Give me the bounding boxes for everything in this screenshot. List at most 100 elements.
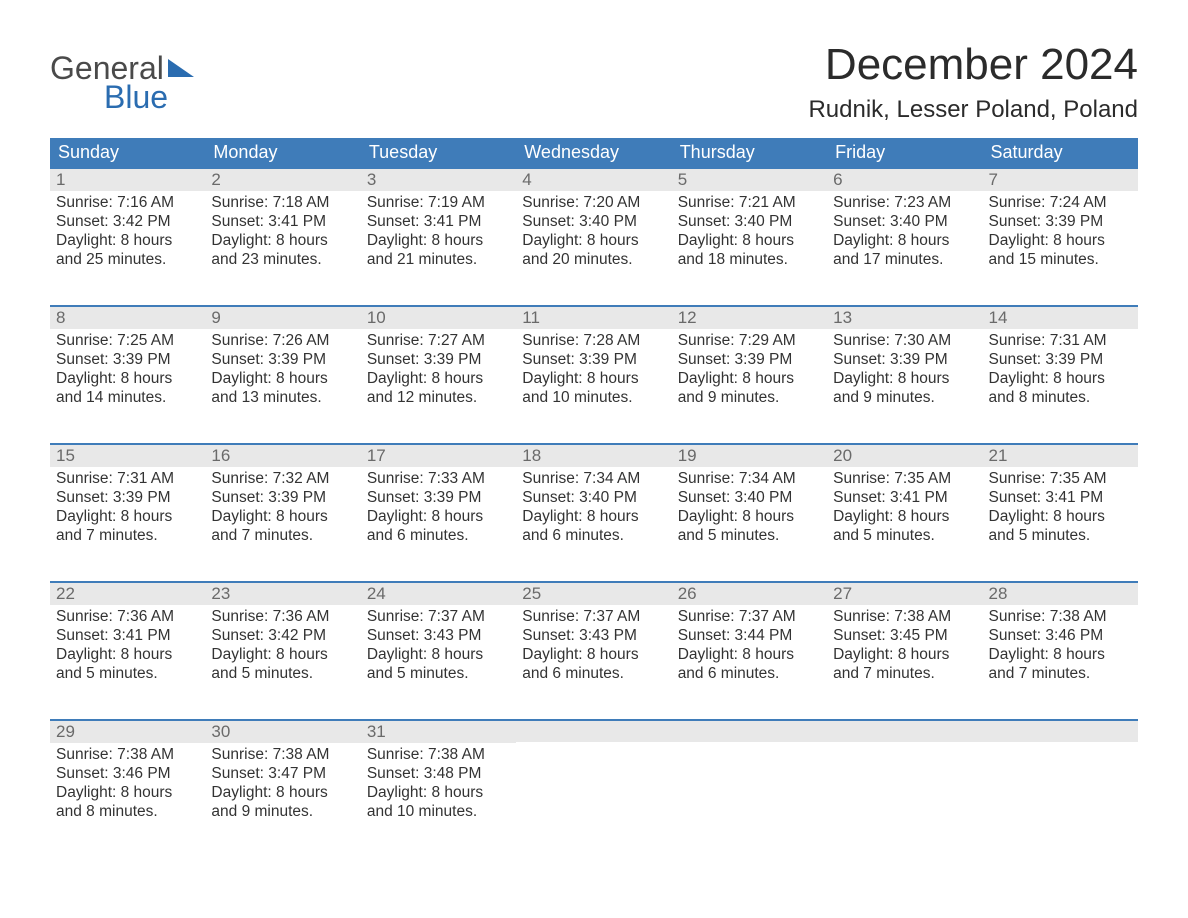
- sunset-line: Sunset: 3:40 PM: [678, 489, 821, 508]
- day-details: Sunrise: 7:35 AMSunset: 3:41 PMDaylight:…: [983, 467, 1138, 546]
- sunset-line: Sunset: 3:40 PM: [522, 489, 665, 508]
- daylight-line: Daylight: 8 hoursand 7 minutes.: [211, 508, 354, 546]
- weekday-header: Friday: [827, 138, 982, 167]
- day-details: Sunrise: 7:33 AMSunset: 3:39 PMDaylight:…: [361, 467, 516, 546]
- day-details: Sunrise: 7:18 AMSunset: 3:41 PMDaylight:…: [205, 191, 360, 270]
- day-number: 28: [983, 581, 1138, 605]
- calendar-cell: 31Sunrise: 7:38 AMSunset: 3:48 PMDayligh…: [361, 719, 516, 857]
- day-number: 23: [205, 581, 360, 605]
- day-details: Sunrise: 7:16 AMSunset: 3:42 PMDaylight:…: [50, 191, 205, 270]
- day-number: 7: [983, 167, 1138, 191]
- daylight-line: Daylight: 8 hoursand 5 minutes.: [989, 508, 1132, 546]
- sunrise-line: Sunrise: 7:36 AM: [211, 608, 354, 627]
- calendar-week-row: 29Sunrise: 7:38 AMSunset: 3:46 PMDayligh…: [50, 719, 1138, 857]
- sunset-line: Sunset: 3:39 PM: [367, 351, 510, 370]
- day-number: 31: [361, 719, 516, 743]
- logo-triangle-icon: [168, 59, 194, 77]
- sunset-line: Sunset: 3:39 PM: [833, 351, 976, 370]
- sunset-line: Sunset: 3:39 PM: [211, 489, 354, 508]
- sunrise-line: Sunrise: 7:23 AM: [833, 194, 976, 213]
- calendar-cell: 5Sunrise: 7:21 AMSunset: 3:40 PMDaylight…: [672, 167, 827, 305]
- daylight-line: Daylight: 8 hoursand 10 minutes.: [367, 784, 510, 822]
- day-number: 13: [827, 305, 982, 329]
- sunset-line: Sunset: 3:39 PM: [56, 351, 199, 370]
- day-details: Sunrise: 7:38 AMSunset: 3:48 PMDaylight:…: [361, 743, 516, 822]
- calendar-cell: 9Sunrise: 7:26 AMSunset: 3:39 PMDaylight…: [205, 305, 360, 443]
- sunrise-line: Sunrise: 7:30 AM: [833, 332, 976, 351]
- day-details: Sunrise: 7:34 AMSunset: 3:40 PMDaylight:…: [516, 467, 671, 546]
- calendar-cell: [516, 719, 671, 857]
- daylight-line: Daylight: 8 hoursand 15 minutes.: [989, 232, 1132, 270]
- calendar-cell: 26Sunrise: 7:37 AMSunset: 3:44 PMDayligh…: [672, 581, 827, 719]
- calendar-cell: 6Sunrise: 7:23 AMSunset: 3:40 PMDaylight…: [827, 167, 982, 305]
- calendar-cell: 2Sunrise: 7:18 AMSunset: 3:41 PMDaylight…: [205, 167, 360, 305]
- calendar-body: 1Sunrise: 7:16 AMSunset: 3:42 PMDaylight…: [50, 167, 1138, 857]
- sunrise-line: Sunrise: 7:28 AM: [522, 332, 665, 351]
- day-number: 15: [50, 443, 205, 467]
- day-details: Sunrise: 7:21 AMSunset: 3:40 PMDaylight:…: [672, 191, 827, 270]
- calendar-cell: 7Sunrise: 7:24 AMSunset: 3:39 PMDaylight…: [983, 167, 1138, 305]
- sunrise-line: Sunrise: 7:38 AM: [833, 608, 976, 627]
- day-details: Sunrise: 7:38 AMSunset: 3:46 PMDaylight:…: [983, 605, 1138, 684]
- calendar-cell: 24Sunrise: 7:37 AMSunset: 3:43 PMDayligh…: [361, 581, 516, 719]
- sunset-line: Sunset: 3:39 PM: [367, 489, 510, 508]
- calendar-cell: 4Sunrise: 7:20 AMSunset: 3:40 PMDaylight…: [516, 167, 671, 305]
- sunset-line: Sunset: 3:39 PM: [989, 213, 1132, 232]
- calendar-cell: [672, 719, 827, 857]
- calendar-cell: 13Sunrise: 7:30 AMSunset: 3:39 PMDayligh…: [827, 305, 982, 443]
- day-number: 8: [50, 305, 205, 329]
- calendar-cell: 28Sunrise: 7:38 AMSunset: 3:46 PMDayligh…: [983, 581, 1138, 719]
- day-details: Sunrise: 7:37 AMSunset: 3:43 PMDaylight:…: [516, 605, 671, 684]
- day-number: 20: [827, 443, 982, 467]
- calendar-cell: 25Sunrise: 7:37 AMSunset: 3:43 PMDayligh…: [516, 581, 671, 719]
- sunset-line: Sunset: 3:41 PM: [56, 627, 199, 646]
- daylight-line: Daylight: 8 hoursand 8 minutes.: [56, 784, 199, 822]
- sunrise-line: Sunrise: 7:37 AM: [522, 608, 665, 627]
- day-details: Sunrise: 7:35 AMSunset: 3:41 PMDaylight:…: [827, 467, 982, 546]
- weekday-header: Thursday: [672, 138, 827, 167]
- day-number: 9: [205, 305, 360, 329]
- weekday-header: Monday: [205, 138, 360, 167]
- day-details: Sunrise: 7:19 AMSunset: 3:41 PMDaylight:…: [361, 191, 516, 270]
- calendar-page: General Blue December 2024 Rudnik, Lesse…: [0, 0, 1188, 918]
- daylight-line: Daylight: 8 hoursand 23 minutes.: [211, 232, 354, 270]
- day-number: 27: [827, 581, 982, 605]
- daylight-line: Daylight: 8 hoursand 7 minutes.: [833, 646, 976, 684]
- sunset-line: Sunset: 3:40 PM: [833, 213, 976, 232]
- calendar-table: SundayMondayTuesdayWednesdayThursdayFrid…: [50, 138, 1138, 857]
- sunrise-line: Sunrise: 7:35 AM: [989, 470, 1132, 489]
- daylight-line: Daylight: 8 hoursand 21 minutes.: [367, 232, 510, 270]
- daylight-line: Daylight: 8 hoursand 13 minutes.: [211, 370, 354, 408]
- sunset-line: Sunset: 3:39 PM: [56, 489, 199, 508]
- day-details: Sunrise: 7:20 AMSunset: 3:40 PMDaylight:…: [516, 191, 671, 270]
- daylight-line: Daylight: 8 hoursand 6 minutes.: [678, 646, 821, 684]
- daylight-line: Daylight: 8 hoursand 7 minutes.: [56, 508, 199, 546]
- calendar-cell: 1Sunrise: 7:16 AMSunset: 3:42 PMDaylight…: [50, 167, 205, 305]
- daylight-line: Daylight: 8 hoursand 10 minutes.: [522, 370, 665, 408]
- sunset-line: Sunset: 3:42 PM: [56, 213, 199, 232]
- calendar-week-row: 1Sunrise: 7:16 AMSunset: 3:42 PMDaylight…: [50, 167, 1138, 305]
- empty-day-header: [827, 719, 982, 742]
- sunrise-line: Sunrise: 7:34 AM: [522, 470, 665, 489]
- day-details: Sunrise: 7:29 AMSunset: 3:39 PMDaylight:…: [672, 329, 827, 408]
- daylight-line: Daylight: 8 hoursand 9 minutes.: [211, 784, 354, 822]
- calendar-cell: [827, 719, 982, 857]
- daylight-line: Daylight: 8 hoursand 6 minutes.: [367, 508, 510, 546]
- sunrise-line: Sunrise: 7:25 AM: [56, 332, 199, 351]
- calendar-cell: 21Sunrise: 7:35 AMSunset: 3:41 PMDayligh…: [983, 443, 1138, 581]
- sunrise-line: Sunrise: 7:26 AM: [211, 332, 354, 351]
- daylight-line: Daylight: 8 hoursand 6 minutes.: [522, 508, 665, 546]
- empty-day-header: [516, 719, 671, 742]
- calendar-cell: [983, 719, 1138, 857]
- calendar-cell: 3Sunrise: 7:19 AMSunset: 3:41 PMDaylight…: [361, 167, 516, 305]
- daylight-line: Daylight: 8 hoursand 9 minutes.: [678, 370, 821, 408]
- sunset-line: Sunset: 3:40 PM: [678, 213, 821, 232]
- day-details: Sunrise: 7:23 AMSunset: 3:40 PMDaylight:…: [827, 191, 982, 270]
- calendar-cell: 20Sunrise: 7:35 AMSunset: 3:41 PMDayligh…: [827, 443, 982, 581]
- calendar-cell: 11Sunrise: 7:28 AMSunset: 3:39 PMDayligh…: [516, 305, 671, 443]
- daylight-line: Daylight: 8 hoursand 17 minutes.: [833, 232, 976, 270]
- day-details: Sunrise: 7:25 AMSunset: 3:39 PMDaylight:…: [50, 329, 205, 408]
- daylight-line: Daylight: 8 hoursand 8 minutes.: [989, 370, 1132, 408]
- sunrise-line: Sunrise: 7:35 AM: [833, 470, 976, 489]
- calendar-week-row: 22Sunrise: 7:36 AMSunset: 3:41 PMDayligh…: [50, 581, 1138, 719]
